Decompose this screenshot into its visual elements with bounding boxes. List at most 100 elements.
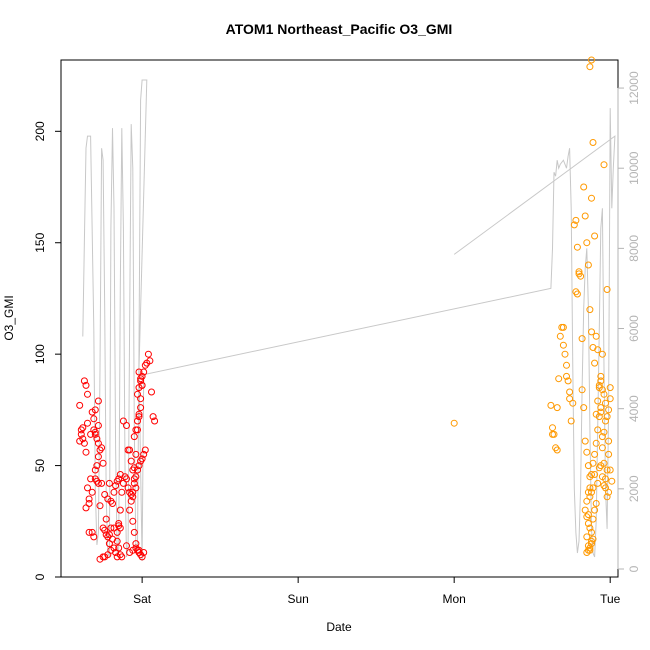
data-point-series-1	[112, 482, 120, 490]
data-point-series-1	[135, 462, 143, 470]
axes-group: 050100150200020004000600080001000012000S…	[33, 71, 641, 606]
data-point-series-1	[91, 428, 99, 436]
data-point-series-1	[87, 475, 95, 483]
data-point-series-1	[130, 479, 138, 487]
data-point-series-1	[135, 368, 143, 376]
data-point-series-2	[575, 268, 583, 276]
data-point-series-1	[88, 408, 96, 416]
data-point-series-1	[137, 377, 145, 385]
data-point-series-2	[586, 306, 594, 314]
data-point-series-2	[549, 424, 556, 432]
data-point-series-2	[594, 479, 602, 487]
data-point-series-2	[584, 261, 592, 269]
y-tick-label: 100	[33, 344, 47, 364]
data-point-series-2	[450, 419, 458, 427]
data-point-series-2	[589, 139, 597, 146]
data-point-series-2	[592, 500, 600, 507]
data-point-series-2	[559, 323, 567, 331]
data-point-series-2	[606, 466, 614, 474]
data-point-series-1	[91, 475, 99, 483]
data-point-series-1	[77, 426, 85, 434]
data-point-series-1	[116, 506, 124, 514]
data-point-series-1	[90, 415, 98, 423]
data-point-series-2	[563, 361, 570, 369]
data-point-series-2	[602, 475, 609, 483]
data-point-series-1	[141, 446, 149, 454]
data-point-series-1	[129, 466, 137, 474]
data-point-series-2	[580, 404, 588, 412]
data-point-series-1	[94, 422, 102, 429]
x-tick-label: Sun	[287, 592, 308, 606]
data-point-series-1	[129, 493, 137, 501]
data-point-series-2	[603, 413, 611, 421]
y-tick-label: 50	[33, 459, 47, 473]
data-point-series-2	[600, 161, 608, 169]
data-point-series-2	[588, 194, 595, 202]
data-point-series-1	[123, 475, 130, 483]
data-point-series-2	[588, 471, 595, 478]
data-point-series-2	[602, 399, 609, 407]
data-point-series-2	[581, 212, 589, 220]
data-point-series-1	[138, 553, 146, 561]
data-point-series-2	[597, 377, 605, 385]
data-point-series-2	[603, 466, 611, 474]
data-point-series-2	[597, 462, 605, 470]
data-point-series-1	[146, 357, 154, 365]
data-point-series-1	[134, 390, 141, 398]
data-point-series-2	[591, 506, 599, 514]
y2-tick-label: 8000	[627, 235, 641, 262]
data-point-series-2	[588, 56, 595, 64]
data-point-series-2	[603, 493, 611, 501]
altitude-line-group	[82, 79, 616, 562]
data-point-series-1	[135, 546, 143, 554]
data-point-series-2	[586, 524, 594, 532]
y2-tick-label: 10000	[627, 151, 641, 185]
data-point-series-2	[586, 546, 594, 554]
data-point-series-2	[589, 484, 597, 492]
data-point-series-1	[123, 542, 130, 550]
data-point-series-1	[126, 506, 134, 514]
data-point-series-1	[82, 381, 90, 389]
data-point-series-1	[140, 450, 148, 458]
data-point-series-1	[130, 528, 138, 536]
data-point-series-1	[144, 350, 152, 358]
data-point-series-2	[598, 444, 606, 452]
altitude-line	[82, 79, 616, 562]
y-axis-label: O3_GMI	[2, 295, 16, 340]
data-point-series-2	[572, 216, 580, 224]
data-point-series-2	[600, 390, 608, 398]
y-tick-label: 150	[33, 232, 47, 252]
data-point-series-1	[130, 475, 138, 483]
data-point-series-2	[589, 515, 597, 523]
data-point-series-1	[98, 444, 106, 452]
data-point-series-2	[588, 488, 595, 496]
data-point-series-1	[94, 453, 102, 461]
data-point-series-2	[606, 384, 614, 392]
data-point-series-2	[566, 388, 574, 396]
data-point-series-2	[570, 221, 578, 229]
data-point-series-1	[115, 520, 123, 527]
data-point-series-1	[124, 484, 132, 492]
data-point-series-2	[588, 328, 595, 336]
data-point-series-1	[102, 515, 110, 523]
data-point-series-2	[550, 430, 558, 438]
data-point-series-1	[138, 381, 146, 389]
chart-title: ATOM1 Northeast_Pacific O3_GMI	[226, 21, 453, 37]
data-point-series-1	[94, 397, 102, 405]
data-point-series-2	[605, 437, 613, 445]
y2-tick-label: 4000	[627, 395, 641, 422]
data-point-series-2	[569, 399, 577, 407]
data-point-series-1	[99, 524, 107, 532]
data-point-series-2	[589, 459, 597, 467]
data-point-series-2	[597, 372, 605, 380]
data-point-series-2	[583, 448, 591, 456]
data-point-series-1	[113, 537, 121, 545]
data-point-series-1	[138, 455, 146, 463]
data-point-series-1	[123, 422, 130, 429]
data-point-series-2	[600, 482, 608, 490]
data-point-series-1	[137, 404, 145, 412]
data-point-series-1	[127, 497, 135, 505]
data-point-series-2	[573, 243, 581, 251]
data-point-series-1	[96, 446, 104, 454]
